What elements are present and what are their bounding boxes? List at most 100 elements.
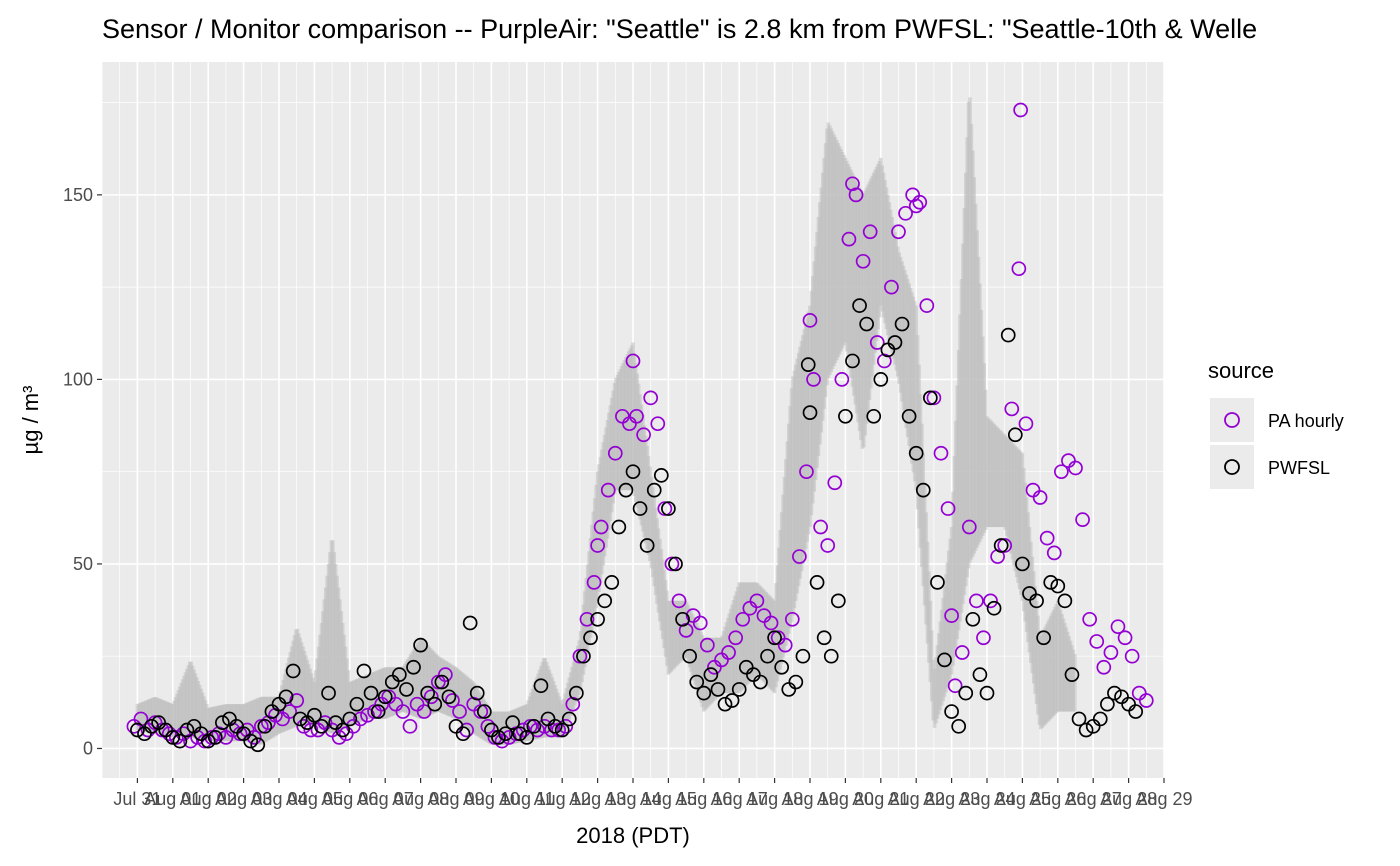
pa-hourly-point bbox=[282, 704, 297, 719]
pa-hourly-point bbox=[1039, 530, 1055, 546]
pa-hourly-point bbox=[168, 730, 184, 745]
legend-title: source bbox=[1208, 358, 1274, 383]
pa-hourly-point bbox=[721, 645, 736, 660]
pwfsl-point bbox=[250, 737, 266, 753]
pa-hourly-point bbox=[1053, 464, 1069, 480]
pa-hourly-point bbox=[841, 231, 857, 247]
pwfsl-point bbox=[207, 730, 223, 745]
pwfsl-point bbox=[519, 730, 535, 745]
pwfsl-point bbox=[349, 696, 365, 712]
pa-hourly-point bbox=[1032, 490, 1048, 505]
pa-hourly-point bbox=[438, 667, 453, 683]
pwfsl-point bbox=[476, 704, 492, 719]
pwfsl-point bbox=[434, 674, 450, 690]
pa-hourly-point bbox=[253, 718, 269, 734]
pa-hourly-point bbox=[784, 611, 800, 627]
pwfsl-point bbox=[800, 357, 816, 372]
pa-hourly-point bbox=[735, 611, 751, 627]
pa-hourly-point bbox=[303, 722, 319, 738]
legend-entry-pwfsl: PWFSL bbox=[1210, 445, 1330, 489]
x-tick-label: Aug 19 bbox=[781, 789, 838, 809]
pa-hourly-point bbox=[1124, 648, 1140, 664]
pwfsl-point bbox=[653, 468, 669, 483]
legend: source PA hourly PWFSL bbox=[1208, 358, 1344, 489]
pwfsl-point bbox=[1092, 711, 1108, 727]
x-tick-label: Aug 25 bbox=[994, 789, 1051, 809]
pwfsl-point bbox=[278, 689, 294, 705]
x-tick-label: Aug 12 bbox=[534, 789, 591, 809]
pwfsl-point bbox=[1078, 722, 1094, 738]
pwfsl-point bbox=[923, 390, 938, 406]
legend-key-pwfsl bbox=[1224, 459, 1240, 475]
pwfsl-point bbox=[724, 693, 740, 708]
pwfsl-point bbox=[512, 726, 528, 742]
legend-label-pa-hourly: PA hourly bbox=[1268, 411, 1344, 431]
pwfsl-point bbox=[469, 685, 485, 701]
pa-hourly-point bbox=[154, 722, 170, 738]
pa-hourly-point bbox=[590, 538, 605, 553]
pa-hourly-point bbox=[289, 693, 305, 708]
pwfsl-point bbox=[590, 611, 605, 627]
pwfsl-point bbox=[547, 718, 563, 734]
pwfsl-point bbox=[604, 575, 620, 590]
pwfsl-point bbox=[130, 722, 145, 738]
pa-hourly-point bbox=[919, 298, 935, 313]
pwfsl-point bbox=[661, 501, 676, 516]
pwfsl-point bbox=[554, 722, 570, 738]
legend-entry-pa-hourly: PA hourly bbox=[1210, 398, 1344, 442]
pa-hourly-point bbox=[855, 253, 871, 269]
pwfsl-point bbox=[908, 445, 924, 461]
pwfsl-point bbox=[731, 682, 747, 697]
x-axis-title: 2018 (PDT) bbox=[576, 823, 690, 848]
pwfsl-point bbox=[795, 648, 811, 664]
pwfsl-point bbox=[441, 689, 457, 705]
pwfsl-point bbox=[314, 718, 329, 734]
x-tick-label: Aug 15 bbox=[640, 789, 697, 809]
pwfsl-point bbox=[144, 718, 159, 734]
pa-hourly-point bbox=[1096, 659, 1112, 675]
legend-label-pwfsl: PWFSL bbox=[1268, 458, 1330, 478]
x-tick-label: Aug 21 bbox=[852, 789, 909, 809]
x-tick-label: Aug 11 bbox=[499, 789, 555, 809]
pwfsl-point bbox=[1000, 327, 1016, 343]
pwfsl-point bbox=[993, 538, 1009, 553]
pwfsl-point bbox=[200, 733, 216, 749]
y-tick-label: 150 bbox=[63, 185, 93, 205]
pa-hourly-point bbox=[806, 372, 821, 387]
pwfsl-point bbox=[399, 682, 414, 697]
pwfsl-point bbox=[689, 674, 705, 690]
pa-hourly-point bbox=[360, 707, 375, 723]
pwfsl-point bbox=[561, 711, 577, 727]
pa-hourly-point bbox=[353, 711, 368, 727]
pwfsl-point bbox=[753, 674, 768, 690]
pwfsl-point bbox=[816, 630, 832, 646]
pwfsl-point bbox=[392, 667, 407, 683]
pwfsl-point bbox=[1107, 685, 1122, 701]
pa-hourly-point bbox=[232, 726, 248, 742]
pa-hourly-point bbox=[572, 648, 588, 664]
pwfsl-point bbox=[420, 685, 436, 701]
x-tick-label: Aug 02 bbox=[180, 789, 237, 809]
pwfsl-point bbox=[1043, 575, 1059, 590]
pa-hourly-point bbox=[869, 335, 885, 350]
x-tick-label: Aug 13 bbox=[569, 789, 626, 809]
pa-hourly-point bbox=[802, 313, 818, 328]
chart-title: Sensor / Monitor comparison -- PurpleAir… bbox=[102, 14, 1257, 44]
pwfsl-point bbox=[427, 696, 443, 712]
x-tick-label: Aug 18 bbox=[746, 789, 803, 809]
pwfsl-point bbox=[682, 648, 697, 664]
pwfsl-point bbox=[703, 667, 719, 683]
pa-hourly-point bbox=[820, 538, 836, 553]
pa-hourly-point bbox=[161, 726, 177, 742]
pwfsl-point bbox=[1057, 593, 1073, 609]
pwfsl-point bbox=[569, 685, 584, 701]
pa-hourly-point bbox=[961, 519, 977, 535]
x-tick-label: Aug 05 bbox=[286, 789, 343, 809]
pa-hourly-point bbox=[537, 718, 552, 734]
pa-hourly-point bbox=[891, 224, 906, 240]
pa-hourly-point bbox=[331, 730, 347, 745]
x-tick-label: Aug 17 bbox=[711, 789, 768, 809]
pa-hourly-point bbox=[625, 353, 641, 369]
pa-hourly-point bbox=[954, 645, 970, 660]
